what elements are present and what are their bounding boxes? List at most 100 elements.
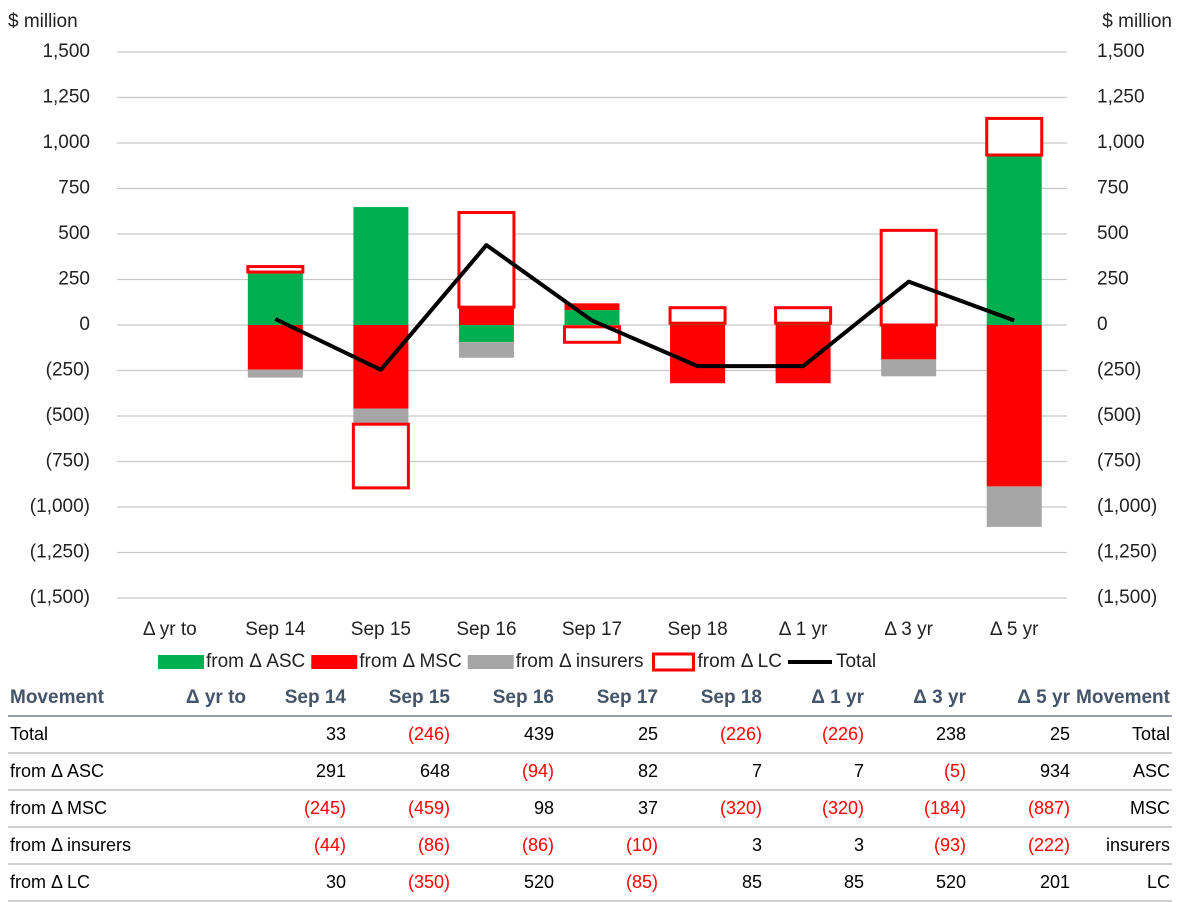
y2-tick-label: (500) [1097,405,1141,426]
y2-tick-label: (750) [1097,451,1141,472]
outline-bar [246,265,305,274]
header-cell: Sep 18 [660,680,764,717]
table-cell: MSC [1072,790,1172,828]
legend-label: from Δ insurers [516,651,644,672]
table-cell: 85 [660,864,764,902]
bar [458,342,514,358]
table-row: from Δ MSC (245) (459) 98 37 (320) (320) (184)(… [8,790,1172,828]
table-cell: 648 [348,753,452,791]
table-cell: 520 [452,864,556,902]
y2-tick-label: 750 [1097,178,1129,199]
table-cell [148,753,248,791]
table-cell: (93) [866,827,968,865]
table-cell: (320) [764,790,866,828]
table-cell: (10) [556,827,660,865]
y2-tick-label: (250) [1097,360,1141,381]
bar [247,369,303,378]
legend-swatch [467,655,514,669]
y-tick-label: (1,500) [30,587,90,608]
table-cell: from Δ LC [8,864,148,902]
x-tick-label: Δ 3 yr [884,619,933,640]
y-axis-label: $ million [8,11,78,32]
bar [458,307,514,325]
x-tick-label: Sep 17 [562,619,622,640]
bar [881,359,937,377]
y-tick-label: 1,000 [42,132,90,153]
data-table: Movement Δ yr to Sep 14 Sep 15 Sep 16 Sep 17 S… [8,680,1172,902]
table-cell: 30 [248,864,348,902]
bar [458,325,514,343]
bar [670,325,726,384]
table-cell: (246) [348,716,452,754]
y-tick-label: (1,250) [30,542,90,563]
line [274,243,1015,372]
table-cell [148,716,248,754]
table-cell: 201 [968,864,1072,902]
bar [775,325,831,384]
y-tick-label: 500 [58,223,90,244]
header-row: Movement Δ yr to Sep 14 Sep 15 Sep 16 Sep 17 S… [8,680,1172,717]
x-tick-label: Sep 14 [245,619,306,640]
table-cell: (94) [452,753,556,791]
table-cell: (222) [968,827,1072,865]
x-tick-label: Sep 16 [456,619,516,640]
table-cell [148,827,248,865]
x-tick-label: Δ 5 yr [990,619,1039,640]
table-cell: insurers [1072,827,1172,865]
bar [881,325,937,360]
table-row: Total 33 (246) 439 25 (226) (226) 238 25 Total [8,716,1172,754]
table-cell: 7 [660,753,764,791]
table-cell: 7 [764,753,866,791]
table-cell [148,864,248,902]
bar [247,325,303,370]
table-cell: Total [8,716,148,754]
table-cell [148,790,248,828]
table-cell: LC [1072,864,1172,902]
table-cell: 3 [764,827,866,865]
y-tick-label: 750 [58,178,90,199]
header-cell: Δ 1 yr [764,680,866,717]
header-cell: Δ 3 yr [866,680,968,717]
y-tick-label: (750) [46,451,90,472]
table-cell: 33 [248,716,348,754]
y-tick-label: (1,000) [30,496,90,517]
y-tick-label: (250) [46,360,90,381]
y2-tick-label: 0 [1097,314,1108,335]
y2-tick-label: 250 [1097,269,1129,290]
table-cell: (887) [968,790,1072,828]
table-cell: Total [1072,716,1172,754]
x-tick-label: Δ 1 yr [779,619,828,640]
table-cell: 934 [968,753,1072,791]
y2-tick-label: 500 [1097,223,1129,244]
x-tick-label: Sep 15 [351,619,411,640]
table-cell: 82 [556,753,660,791]
outline-bar [879,228,938,327]
y2-tick-label: 1,000 [1097,132,1145,153]
header-cell: Movement [8,680,148,717]
bar [986,325,1042,487]
table-cell: (44) [248,827,348,865]
header-cell: Sep 14 [248,680,348,717]
outline-bar [774,306,833,325]
y-tick-label: 0 [79,314,90,335]
table-body: Total 33 (246) 439 25 (226) (226) 238 25 Total fro… [8,716,1172,902]
table-cell: (226) [764,716,866,754]
table-cell: 37 [556,790,660,828]
table-cell: (245) [248,790,348,828]
header-cell: Δ 5 yr [968,680,1072,717]
table-cell: 3 [660,827,764,865]
x-tick-label: Δ yr to [143,619,197,640]
table-cell: 439 [452,716,556,754]
table-cell: (86) [452,827,556,865]
legend-label: from Δ ASC [206,651,305,672]
table-row: from Δ insurers (44) (86) (86) (10) 3 3 (93) (22… [8,827,1172,865]
header-cell: Sep 17 [556,680,660,717]
legend-label: from Δ MSC [359,651,461,672]
table-cell: (320) [660,790,764,828]
legend-swatch [158,655,204,669]
y2-tick-label: (1,500) [1097,587,1157,608]
table-cell: (85) [556,864,660,902]
y-tick-label: (500) [46,405,90,426]
table-cell: 85 [764,864,866,902]
